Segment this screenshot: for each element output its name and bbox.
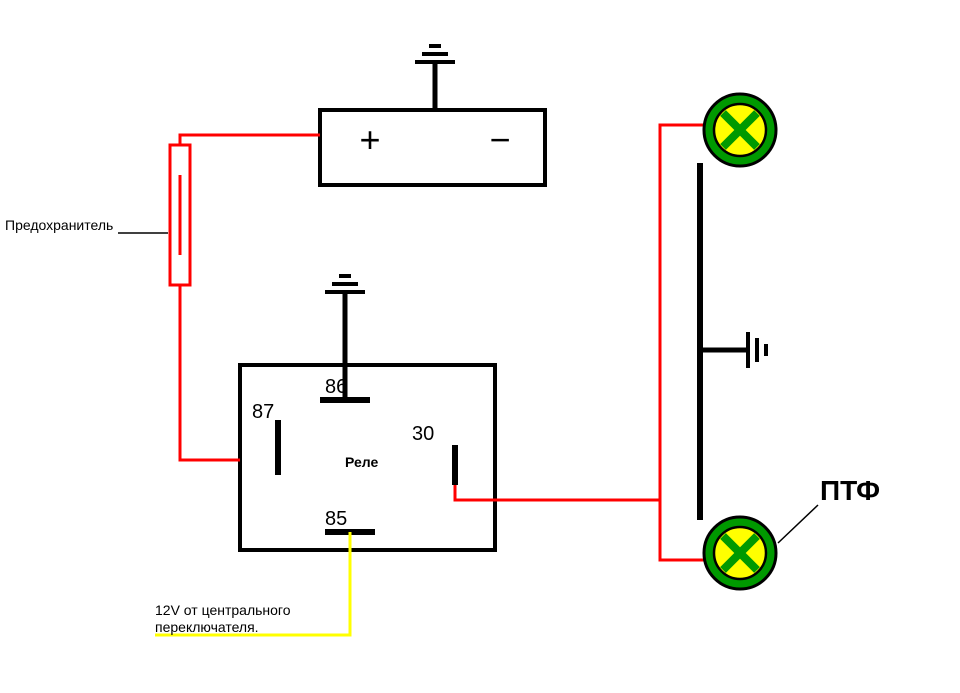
fuse: Предохранитель (5, 145, 190, 285)
battery-minus: − (489, 119, 510, 160)
ptf-leader (778, 505, 818, 543)
relay: Реле 86 87 30 85 (240, 276, 495, 550)
lamp-ground-icon (748, 332, 766, 368)
battery: + − (320, 46, 545, 185)
relay-pin30-label: 30 (412, 423, 434, 445)
ptf-label: ПТФ (820, 475, 880, 506)
wire-fuse-to-relay87 (180, 285, 240, 460)
battery-ground-icon (415, 46, 455, 62)
switch-label-line2: переключателя. (155, 619, 259, 635)
fog-lamp-bottom (704, 517, 776, 589)
battery-box (320, 110, 545, 185)
battery-plus: + (359, 119, 380, 160)
fog-lamp-top (704, 94, 776, 166)
switch-label-line1: 12V от центрального (155, 602, 291, 618)
relay-pin87-label: 87 (252, 401, 274, 423)
relay-ground-icon (325, 276, 365, 292)
wire-battery-to-fuse (180, 135, 320, 145)
relay-pin85-label: 85 (325, 508, 347, 530)
wiring-diagram: + − Предохранитель Реле 86 87 30 85 (0, 0, 960, 693)
fuse-label: Предохранитель (5, 217, 113, 233)
relay-label: Реле (345, 454, 378, 470)
